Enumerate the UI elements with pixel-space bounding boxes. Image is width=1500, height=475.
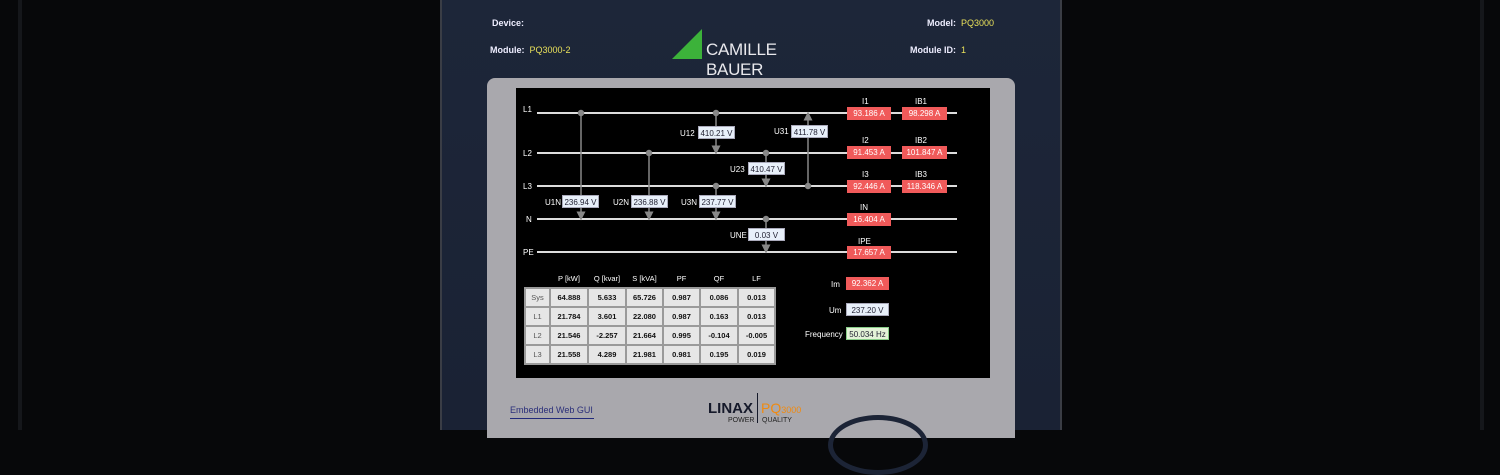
ib3-value: 118.346 A (902, 180, 947, 193)
ib3-label: IB3 (915, 170, 928, 179)
wiring-diagram (537, 109, 957, 254)
frequency-label: Frequency (805, 330, 843, 339)
table-cell: 0.163 (699, 306, 739, 327)
frequency-value: 50.034 Hz (846, 327, 889, 340)
table-cell: 21.546 (549, 325, 589, 346)
line-label-l3: L3 (523, 182, 532, 191)
logo-divider (757, 393, 758, 423)
im-value: 92.362 A (846, 277, 889, 290)
table-cell: 0.981 (662, 344, 701, 365)
ipe-value: 17.657 A (847, 246, 891, 259)
um-label: Um (829, 306, 842, 315)
device-field: Device: (492, 18, 525, 28)
linax-logo: LINAX (708, 400, 753, 417)
ib1-value: 98.298 A (902, 107, 947, 120)
table-cell: 22.080 (625, 306, 664, 327)
row-label: L2 (524, 325, 551, 346)
module-id-field: Module ID: 1 (910, 45, 967, 55)
embedded-web-gui-link[interactable]: Embedded Web GUI (510, 405, 594, 419)
i2-label: I2 (862, 136, 869, 145)
u2n-label: U2N (613, 198, 630, 207)
u3n-label: U3N (681, 198, 698, 207)
row-label: Sys (524, 287, 551, 308)
ib2-value: 101.847 A (902, 146, 947, 159)
line-label-n: N (526, 215, 532, 224)
table-cell: 0.019 (737, 344, 776, 365)
ib2-label: IB2 (915, 136, 928, 145)
power-table: P [kW] Q [kvar] S [kVA] PF QF LF Sys 64.8… (524, 270, 776, 365)
ipe-label: IPE (858, 237, 871, 246)
col-header: P [kW] (550, 270, 588, 288)
table-cell: 21.558 (549, 344, 589, 365)
in-label: IN (860, 203, 868, 212)
table-cell: 0.013 (737, 287, 776, 308)
table-cell: 64.888 (549, 287, 589, 308)
module-field: Module: PQ3000-2 (490, 45, 571, 55)
table-row: L1 21.784 3.601 22.080 0.987 0.163 0.013 (524, 306, 776, 327)
logo-quality-text: QUALITY (762, 417, 792, 424)
i3-label: I3 (862, 170, 869, 179)
col-header: QF (700, 270, 738, 288)
table-row: L2 21.546 -2.257 21.664 0.995 -0.104 -0.005 (524, 325, 776, 346)
logo-power-text: POWER (728, 417, 755, 424)
table-cell: 0.013 (737, 306, 776, 327)
u31-label: U31 (774, 127, 789, 136)
left-edge (18, 0, 22, 430)
table-cell: 0.195 (699, 344, 739, 365)
table-cell: 0.995 (662, 325, 701, 346)
col-header: S [kVA] (626, 270, 663, 288)
table-cell: 21.784 (549, 306, 589, 327)
une-value: 0.03 V (748, 228, 785, 241)
table-cell: -0.005 (737, 325, 776, 346)
i2-value: 91.453 A (847, 146, 891, 159)
u23-label: U23 (730, 165, 745, 174)
table-cell: 4.289 (587, 344, 627, 365)
table-row: L3 21.558 4.289 21.981 0.981 0.195 0.019 (524, 344, 776, 365)
une-label: UNE (730, 231, 747, 240)
col-header: Q [kvar] (588, 270, 626, 288)
table-cell: 0.086 (699, 287, 739, 308)
u31-value: 411.78 V (791, 125, 828, 138)
u1n-value: 236.94 V (562, 195, 599, 208)
dial-ring (828, 415, 928, 475)
i1-label: I1 (862, 97, 869, 106)
camille-bauer-logo: CAMILLE BAUER (672, 29, 832, 79)
i1-value: 93.186 A (847, 107, 891, 120)
u1n-label: U1N (545, 198, 562, 207)
col-header: PF (663, 270, 700, 288)
pq-logo: PQ3000 (761, 400, 802, 416)
line-label-l2: L2 (523, 149, 532, 158)
im-label: Im (831, 280, 840, 289)
col-header (525, 270, 550, 288)
table-cell: -2.257 (587, 325, 627, 346)
row-label: L3 (524, 344, 551, 365)
table-cell: 0.987 (662, 306, 701, 327)
table-cell: 5.633 (587, 287, 627, 308)
in-value: 16.404 A (847, 213, 891, 226)
u12-value: 410.21 V (698, 126, 735, 139)
table-cell: 21.981 (625, 344, 664, 365)
line-label-pe: PE (523, 248, 534, 257)
line-label-l1: L1 (523, 105, 532, 114)
um-value: 237.20 V (846, 303, 889, 316)
table-cell: 65.726 (625, 287, 664, 308)
row-label: L1 (524, 306, 551, 327)
u12-label: U12 (680, 129, 695, 138)
u2n-value: 236.88 V (631, 195, 668, 208)
table-row: Sys 64.888 5.633 65.726 0.987 0.086 0.013 (524, 287, 776, 308)
u23-value: 410.47 V (748, 162, 785, 175)
model-field: Model: PQ3000 (927, 18, 995, 28)
i3-value: 92.446 A (847, 180, 891, 193)
table-cell: 21.664 (625, 325, 664, 346)
table-cell: -0.104 (699, 325, 739, 346)
table-cell: 3.601 (587, 306, 627, 327)
table-cell: 0.987 (662, 287, 701, 308)
u3n-value: 237.77 V (699, 195, 736, 208)
col-header: LF (738, 270, 775, 288)
right-edge (1480, 0, 1484, 430)
ib1-label: IB1 (915, 97, 928, 106)
